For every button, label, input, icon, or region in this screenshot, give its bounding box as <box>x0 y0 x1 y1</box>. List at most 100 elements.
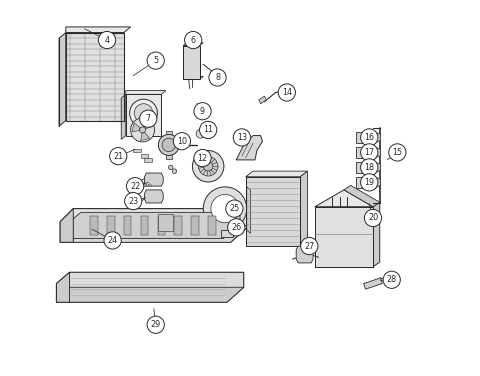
Polygon shape <box>66 27 131 33</box>
Bar <box>315 207 373 267</box>
Circle shape <box>360 174 378 191</box>
Polygon shape <box>364 278 383 289</box>
Circle shape <box>109 147 127 165</box>
Text: 27: 27 <box>304 241 314 250</box>
Polygon shape <box>344 185 380 207</box>
Circle shape <box>140 127 145 133</box>
Text: 29: 29 <box>151 320 161 329</box>
Circle shape <box>389 144 406 161</box>
Text: 8: 8 <box>215 73 220 82</box>
Circle shape <box>278 84 296 101</box>
Bar <box>174 216 182 235</box>
Circle shape <box>217 75 223 80</box>
Polygon shape <box>356 177 375 188</box>
Circle shape <box>209 69 226 86</box>
Circle shape <box>173 133 191 150</box>
Circle shape <box>300 238 318 255</box>
Text: 18: 18 <box>364 163 374 172</box>
Text: 23: 23 <box>128 197 138 206</box>
Circle shape <box>226 200 243 217</box>
Polygon shape <box>373 202 380 267</box>
Bar <box>315 207 373 267</box>
Text: 24: 24 <box>108 236 118 245</box>
Polygon shape <box>236 136 263 160</box>
Polygon shape <box>133 149 141 152</box>
Circle shape <box>196 129 205 138</box>
Circle shape <box>148 184 151 187</box>
Text: 26: 26 <box>231 223 241 232</box>
Circle shape <box>168 165 173 170</box>
Text: 12: 12 <box>197 153 208 162</box>
Circle shape <box>104 232 121 249</box>
Polygon shape <box>375 132 381 143</box>
Text: 20: 20 <box>368 214 378 223</box>
Polygon shape <box>296 246 313 263</box>
Circle shape <box>184 32 202 49</box>
Polygon shape <box>60 209 250 242</box>
Polygon shape <box>157 214 173 231</box>
Text: 10: 10 <box>177 136 187 146</box>
Polygon shape <box>166 155 172 159</box>
Circle shape <box>98 32 116 49</box>
Text: 9: 9 <box>200 107 205 116</box>
Polygon shape <box>59 33 66 126</box>
Bar <box>66 33 124 121</box>
Circle shape <box>360 144 378 161</box>
Circle shape <box>134 104 153 123</box>
Bar <box>183 45 200 79</box>
Bar <box>66 33 124 121</box>
Bar <box>124 216 132 235</box>
Bar <box>90 216 97 235</box>
Polygon shape <box>356 147 375 158</box>
Polygon shape <box>144 120 153 129</box>
Bar <box>157 216 165 235</box>
Circle shape <box>204 162 213 171</box>
Circle shape <box>200 121 217 138</box>
Text: 13: 13 <box>237 133 247 142</box>
Bar <box>107 216 115 235</box>
Text: 25: 25 <box>229 204 240 213</box>
Bar <box>192 216 199 235</box>
Circle shape <box>204 187 247 230</box>
Bar <box>183 45 200 79</box>
Circle shape <box>194 103 211 120</box>
Polygon shape <box>144 173 163 186</box>
Polygon shape <box>246 171 307 177</box>
Circle shape <box>228 219 245 236</box>
Text: 7: 7 <box>145 114 151 123</box>
Bar <box>221 230 232 237</box>
Polygon shape <box>57 272 70 302</box>
Polygon shape <box>315 190 373 207</box>
Circle shape <box>360 129 378 146</box>
Polygon shape <box>126 91 166 94</box>
Text: 4: 4 <box>105 35 109 44</box>
Polygon shape <box>121 94 126 139</box>
Circle shape <box>383 271 400 288</box>
Bar <box>126 94 161 136</box>
Bar <box>187 39 196 43</box>
Circle shape <box>144 184 147 187</box>
Circle shape <box>233 129 251 146</box>
Circle shape <box>125 193 142 210</box>
Circle shape <box>140 110 157 127</box>
Text: 15: 15 <box>392 148 402 157</box>
Bar <box>246 177 300 246</box>
Polygon shape <box>68 212 240 239</box>
Circle shape <box>194 149 211 167</box>
Circle shape <box>360 159 378 176</box>
Polygon shape <box>183 76 204 79</box>
Polygon shape <box>141 154 148 158</box>
Circle shape <box>127 177 144 195</box>
Circle shape <box>162 138 176 152</box>
Polygon shape <box>375 147 381 158</box>
Text: 6: 6 <box>191 35 196 44</box>
Circle shape <box>198 156 218 176</box>
Circle shape <box>192 150 224 182</box>
Circle shape <box>364 209 382 227</box>
Polygon shape <box>356 162 375 173</box>
Polygon shape <box>60 209 73 242</box>
Text: 19: 19 <box>364 178 374 187</box>
Bar <box>246 177 300 246</box>
Circle shape <box>139 184 142 187</box>
Polygon shape <box>183 42 204 45</box>
